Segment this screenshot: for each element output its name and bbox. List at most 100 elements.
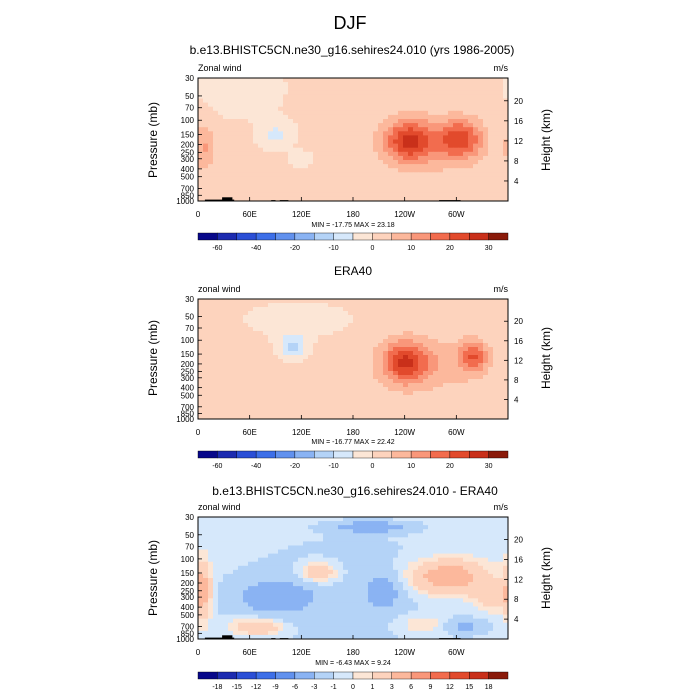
contour-cell: [363, 323, 369, 328]
contour-cell: [253, 119, 259, 124]
contour-cell: [308, 307, 314, 312]
contour-cell: [503, 545, 509, 550]
contour-cell: [328, 407, 334, 412]
contour-cell: [448, 86, 454, 91]
contour-cell: [433, 192, 439, 198]
contour-cell: [223, 82, 229, 87]
contour-cell: [403, 307, 409, 312]
contour-cell: [268, 347, 274, 352]
contour-cell: [343, 180, 349, 185]
contour-cell: [503, 569, 509, 575]
contour-cell: [208, 339, 214, 344]
contour-cell: [228, 395, 234, 400]
contour-cell: [218, 110, 224, 116]
contour-cell: [388, 347, 394, 352]
contour-cell: [343, 537, 349, 542]
contour-cell: [288, 180, 294, 185]
contour-cell: [333, 517, 339, 522]
contour-cell: [283, 351, 289, 356]
contour-cell: [433, 331, 439, 336]
contour-cell: [308, 155, 314, 161]
contour-cell: [463, 582, 469, 587]
contour-cell: [378, 569, 384, 575]
contour-cell: [268, 131, 274, 136]
contour-cell: [303, 521, 309, 526]
contour-cell: [223, 521, 229, 526]
contour-cell: [483, 176, 489, 181]
contour-cell: [363, 155, 369, 161]
contour-cell: [243, 307, 249, 312]
contour-cell: [378, 415, 384, 420]
contour-cell: [313, 573, 319, 579]
contour-cell: [313, 399, 319, 404]
contour-cell: [368, 347, 374, 352]
contour-cell: [358, 582, 364, 587]
contour-cell: [328, 123, 334, 128]
contour-cell: [428, 98, 434, 103]
contour-cell: [273, 343, 279, 348]
contour-cell: [273, 299, 279, 304]
contour-cell: [398, 311, 404, 316]
contour-cell: [323, 180, 329, 185]
contour-cell: [213, 371, 219, 376]
contour-cell: [463, 553, 469, 559]
contour-cell: [453, 407, 459, 412]
contour-cell: [378, 586, 384, 591]
contour-cell: [313, 323, 319, 328]
contour-cell: [238, 549, 244, 554]
contour-cell: [463, 525, 469, 530]
contour-cell: [358, 299, 364, 304]
contour-cell: [378, 319, 384, 324]
contour-cell: [218, 339, 224, 344]
contour-cell: [343, 383, 349, 388]
contour-cell: [448, 299, 454, 304]
contour-cell: [283, 139, 289, 144]
contour-cell: [473, 127, 479, 132]
contour-cell: [403, 119, 409, 124]
contour-cell: [223, 94, 229, 99]
contour-cell: [218, 172, 224, 177]
contour-cell: [448, 110, 454, 116]
contour-cell: [338, 573, 344, 579]
contour-cell: [373, 319, 379, 324]
contour-cell: [498, 131, 504, 136]
contour-cell: [353, 86, 359, 91]
contour-cell: [263, 375, 269, 380]
contour-cell: [438, 351, 444, 356]
contour-cell: [238, 347, 244, 352]
contour-cell: [323, 131, 329, 136]
contour-cell: [248, 82, 254, 87]
contour-cell: [208, 343, 214, 348]
contour-cell: [438, 331, 444, 336]
contour-cell: [298, 102, 304, 108]
contour-cell: [368, 94, 374, 99]
contour-cell: [283, 131, 289, 136]
contour-cell: [253, 565, 259, 571]
contour-cell: [353, 541, 359, 546]
contour-cell: [438, 359, 444, 364]
contour-cell: [363, 395, 369, 400]
contour-cell: [208, 98, 214, 103]
contour-cell: [473, 307, 479, 312]
contour-cell: [268, 391, 274, 396]
contour-cell: [328, 355, 334, 360]
contour-cell: [348, 114, 354, 120]
contour-cell: [268, 553, 274, 559]
contour-cell: [383, 151, 389, 157]
contour-cell: [498, 525, 504, 530]
contour-cell: [493, 347, 499, 352]
contour-cell: [288, 323, 294, 328]
contour-cell: [403, 114, 409, 120]
contour-cell: [273, 82, 279, 87]
contour-cell: [323, 537, 329, 542]
contour-cell: [433, 545, 439, 550]
contour-cell: [453, 98, 459, 103]
contour-cell: [338, 339, 344, 344]
contour-cell: [498, 351, 504, 356]
contour-cell: [433, 533, 439, 538]
contour-cell: [303, 94, 309, 99]
contour-cell: [303, 411, 309, 416]
contour-cell: [483, 335, 489, 340]
contour-cell: [203, 135, 209, 140]
contour-cell: [273, 573, 279, 579]
